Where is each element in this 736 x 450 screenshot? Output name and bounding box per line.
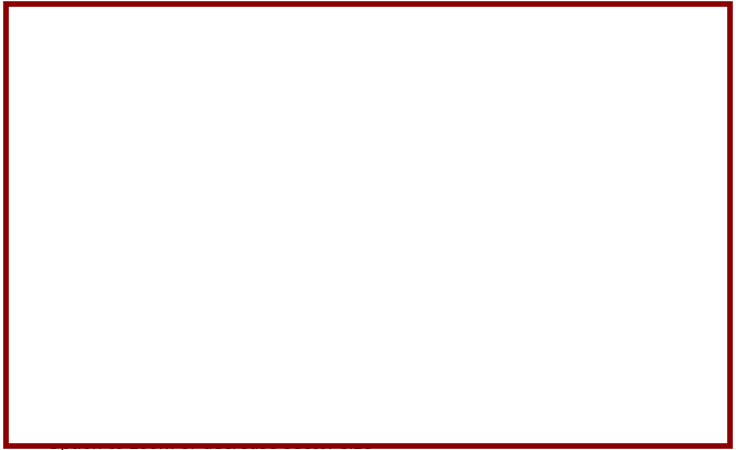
Polygon shape	[206, 168, 273, 238]
Polygon shape	[117, 86, 185, 186]
Polygon shape	[114, 42, 298, 275]
Polygon shape	[145, 160, 177, 189]
Polygon shape	[172, 53, 199, 91]
Text: RA: RA	[166, 209, 185, 225]
Text: © CardioServ: © CardioServ	[210, 270, 276, 280]
Text: RV: RV	[135, 124, 155, 139]
Text: Lateral: Lateral	[86, 125, 99, 168]
Text: LV: LV	[216, 102, 233, 117]
Polygon shape	[145, 165, 209, 241]
Text: RV Focused Apical 4 (AP4): RV Focused Apical 4 (AP4)	[193, 329, 543, 354]
Text: - Rotate until max diameter of base is obtained: - Rotate until max diameter of base is o…	[36, 390, 428, 408]
Text: - Focus on right heart: - Focus on right heart	[36, 413, 214, 431]
Polygon shape	[199, 160, 223, 203]
Polygon shape	[169, 55, 277, 171]
Text: - Move transducer laterally on patient: - Move transducer laterally on patient	[36, 367, 350, 385]
Polygon shape	[179, 153, 227, 180]
Text: LA: LA	[242, 194, 261, 209]
Text: - Option to zoom or decrease sector size: - Option to zoom or decrease sector size	[36, 436, 372, 450]
Polygon shape	[128, 58, 284, 260]
